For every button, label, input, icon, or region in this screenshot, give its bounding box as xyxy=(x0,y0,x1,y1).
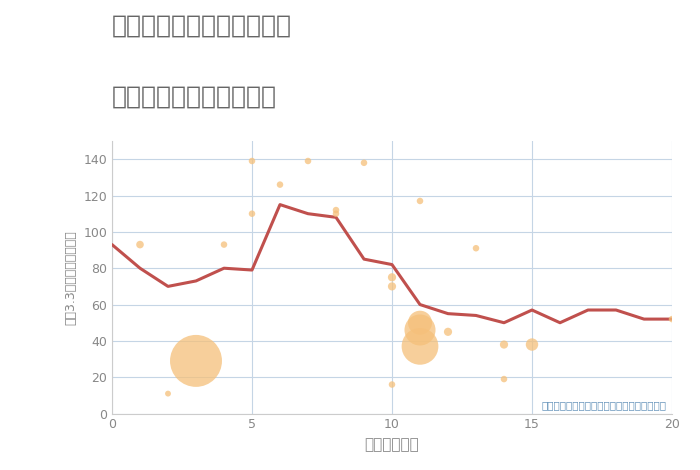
Text: 兵庫県神戸市垂水区中道の: 兵庫県神戸市垂水区中道の xyxy=(112,14,292,38)
Point xyxy=(246,157,258,165)
Point xyxy=(498,341,510,348)
Point xyxy=(414,326,426,334)
Point xyxy=(414,197,426,205)
Point xyxy=(302,157,314,165)
Point xyxy=(386,274,398,281)
Point xyxy=(358,159,370,166)
Text: 円の大きさは、取引のあった物件面積を示す: 円の大きさは、取引のあった物件面積を示す xyxy=(541,400,666,410)
Point xyxy=(330,206,342,214)
Point xyxy=(414,319,426,327)
Text: 駅距離別中古戸建て価格: 駅距離別中古戸建て価格 xyxy=(112,85,277,109)
Point xyxy=(190,357,202,365)
Y-axis label: 坪（3.3㎡）単価（万円）: 坪（3.3㎡）単価（万円） xyxy=(64,230,78,325)
Point xyxy=(386,381,398,388)
Point xyxy=(442,328,454,336)
Point xyxy=(414,343,426,350)
Point xyxy=(470,244,482,252)
Point xyxy=(498,376,510,383)
Point xyxy=(162,390,174,397)
Point xyxy=(330,210,342,218)
Point xyxy=(526,341,538,348)
Point xyxy=(274,181,286,188)
Point xyxy=(134,241,146,248)
Point xyxy=(218,241,230,248)
Point xyxy=(386,282,398,290)
X-axis label: 駅距離（分）: 駅距離（分） xyxy=(365,437,419,452)
Point xyxy=(246,210,258,218)
Point xyxy=(666,315,678,323)
